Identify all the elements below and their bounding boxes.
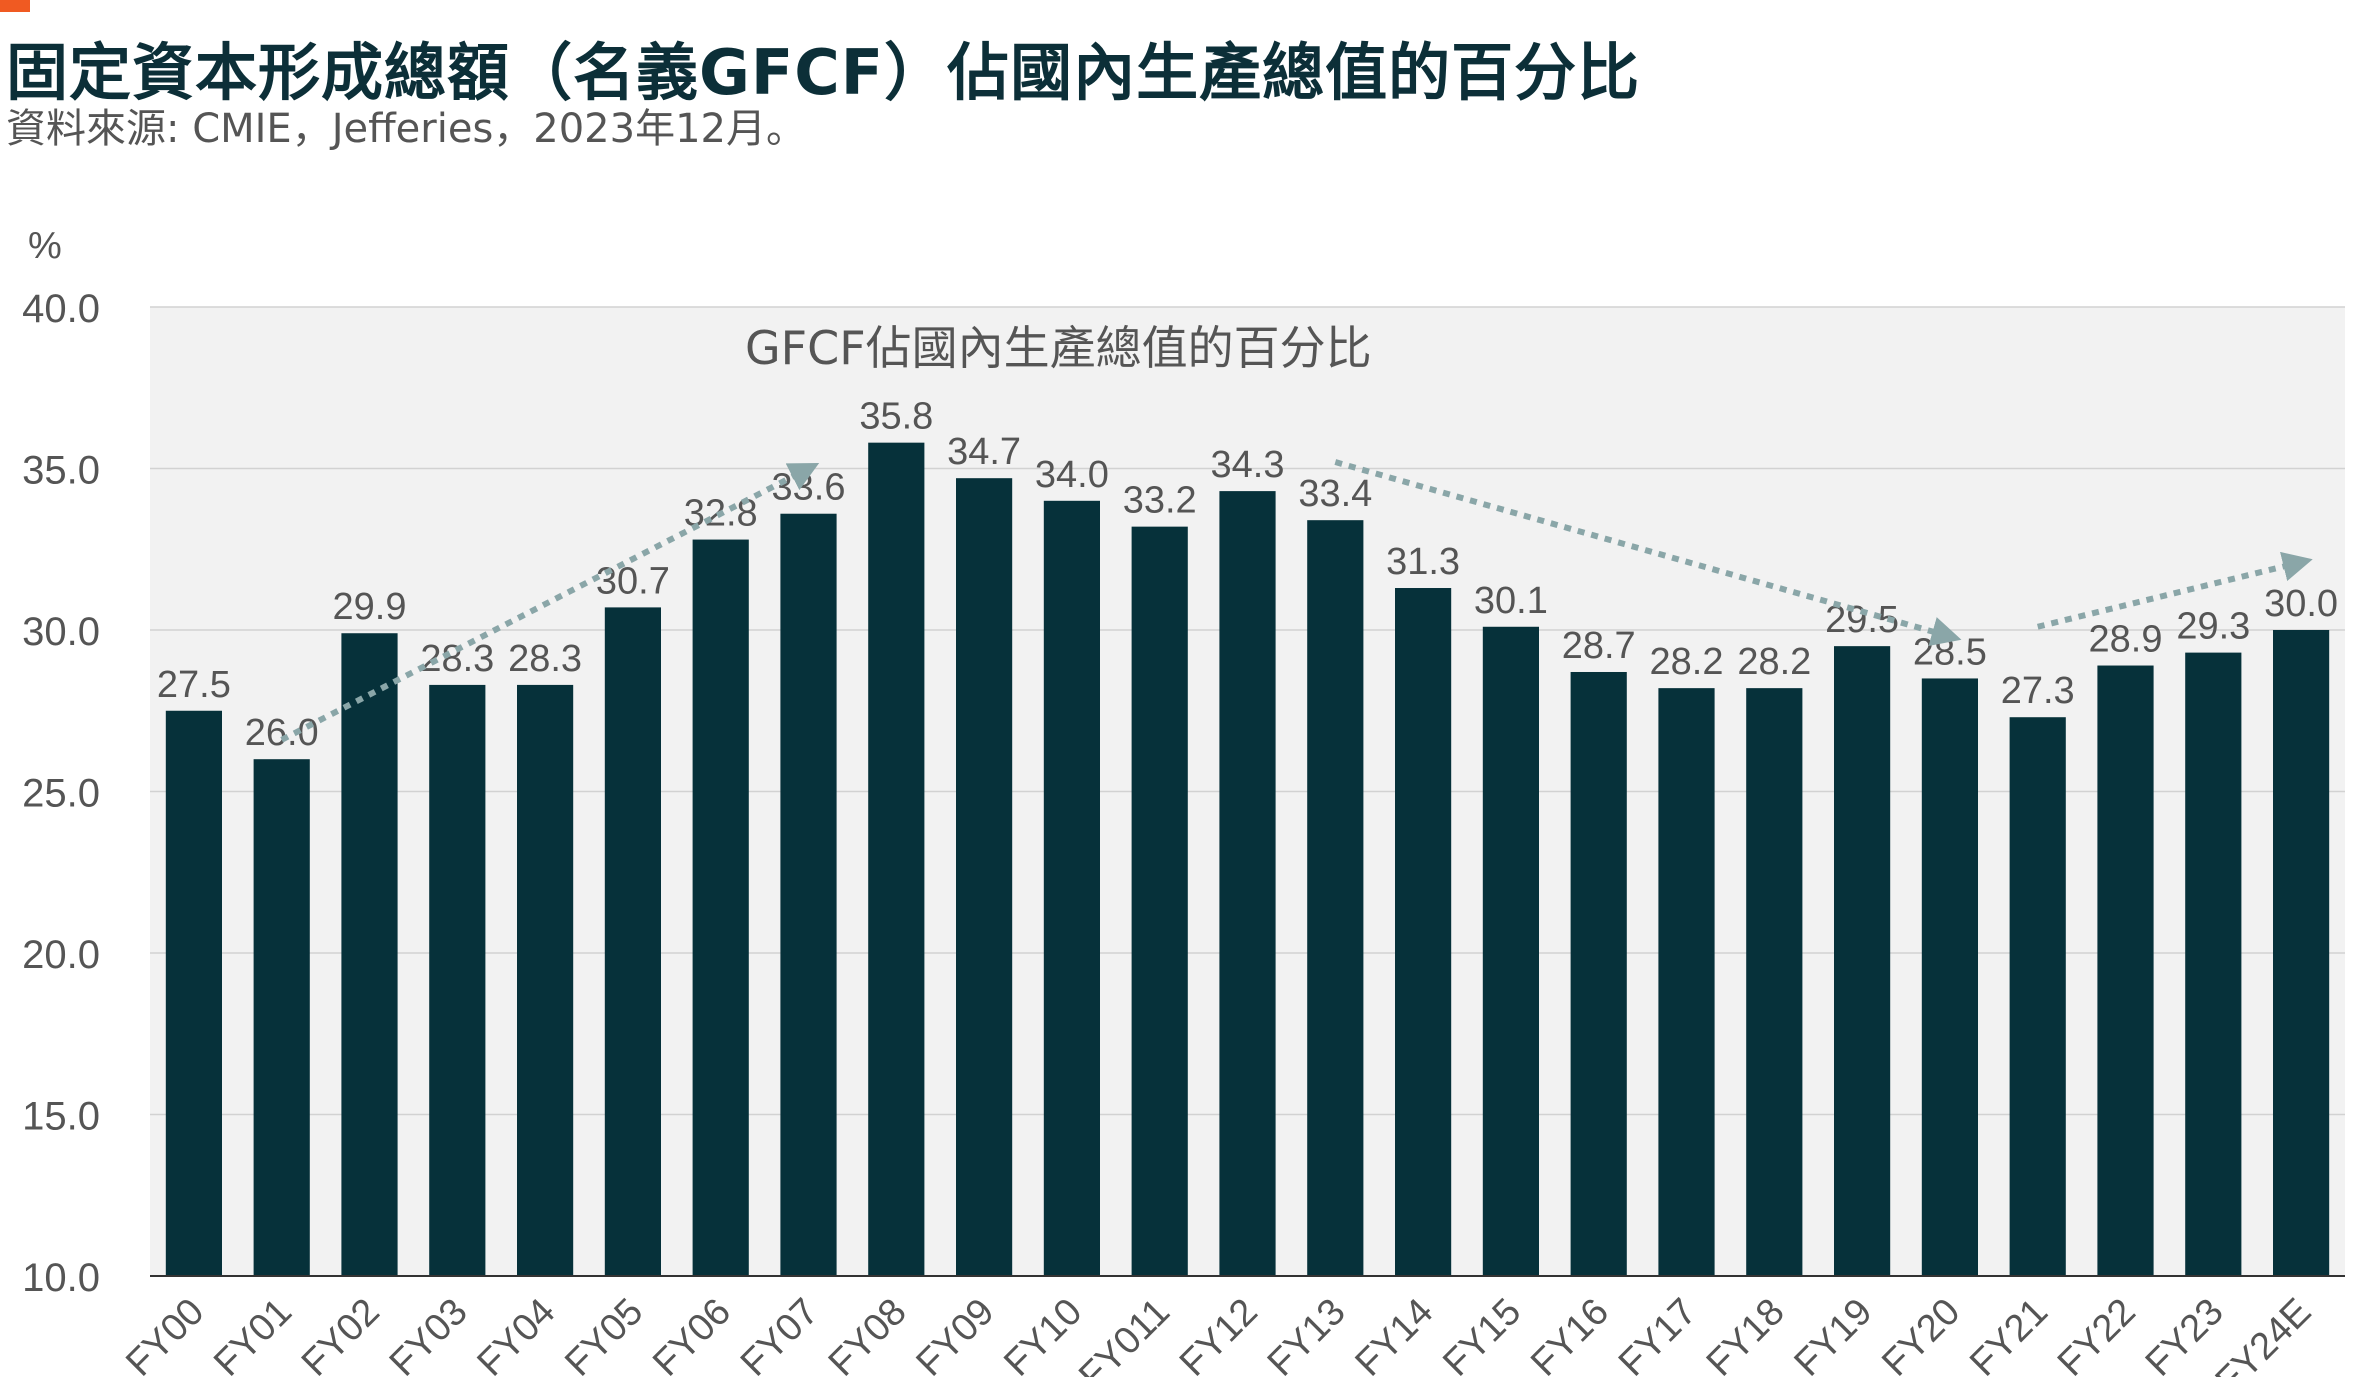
- y-tick-label: 30.0: [22, 610, 100, 654]
- y-axis-unit: %: [28, 225, 62, 267]
- chart-title: GFCF佔國內生產總值的百分比: [745, 321, 1372, 375]
- x-tick-label: FY08: [821, 1291, 915, 1377]
- data-label: 30.0: [2264, 583, 2338, 625]
- bar: [253, 759, 310, 1276]
- page-title: 固定資本形成總額（名義GFCF）佔國內生產總值的百分比: [6, 36, 1641, 109]
- y-tick-label: 35.0: [22, 449, 100, 493]
- x-tick-label: FY13: [1260, 1291, 1354, 1377]
- bar: [1921, 678, 1978, 1276]
- data-label: 35.8: [859, 396, 933, 438]
- data-label: 28.3: [508, 638, 582, 680]
- bar: [1043, 500, 1100, 1276]
- x-tick-label: FY21: [1962, 1291, 2056, 1377]
- data-label: 27.3: [2001, 670, 2075, 712]
- x-tick-label: FY011: [1071, 1291, 1178, 1377]
- bar: [2097, 665, 2154, 1276]
- x-tick-label: FY01: [206, 1291, 300, 1377]
- x-tick-label: FY14: [1348, 1291, 1442, 1377]
- accent-bar: [0, 0, 30, 12]
- y-tick-label: 40.0: [22, 287, 100, 331]
- bar: [956, 478, 1013, 1276]
- x-tick-label: FY18: [1699, 1291, 1793, 1377]
- trend-arrow: [2036, 551, 2313, 630]
- bar: [2185, 652, 2242, 1276]
- data-label: 28.2: [1650, 641, 1724, 683]
- bar: [429, 684, 486, 1276]
- bar: [1746, 688, 1803, 1276]
- data-label: 28.2: [1737, 641, 1811, 683]
- data-label: 27.5: [157, 664, 231, 706]
- source-note: 資料來源: CMIE，Jefferies，2023年12月。: [6, 106, 806, 152]
- x-tick-label: FY15: [1435, 1291, 1529, 1377]
- data-label: 28.3: [420, 638, 494, 680]
- x-tick-label: FY17: [1611, 1291, 1705, 1377]
- bar: [2009, 717, 2066, 1276]
- data-label: 28.5: [1913, 631, 1987, 673]
- x-tick-label: FY04: [470, 1291, 564, 1377]
- bar: [1482, 626, 1539, 1276]
- x-tick-label: FY19: [1787, 1291, 1881, 1377]
- bar: [1658, 688, 1715, 1276]
- bar: [341, 633, 398, 1276]
- data-label: 30.7: [596, 560, 670, 602]
- x-tick-label: FY03: [382, 1291, 476, 1377]
- data-label: 28.9: [2089, 619, 2163, 661]
- x-tick-label: FY20: [1874, 1291, 1968, 1377]
- bar: [692, 539, 749, 1276]
- x-tick-label: FY24E: [2208, 1291, 2320, 1377]
- x-tick-label: FY02: [294, 1291, 388, 1377]
- data-label: 34.0: [1035, 454, 1109, 496]
- data-label: 33.2: [1123, 480, 1197, 522]
- bars: [165, 442, 2330, 1276]
- x-tick-label: FY07: [733, 1291, 827, 1377]
- x-tick-label: FY09: [909, 1291, 1003, 1377]
- bar: [1395, 588, 1452, 1276]
- data-label: 30.1: [1474, 580, 1548, 622]
- bar: [165, 710, 222, 1276]
- bar: [780, 513, 837, 1276]
- data-label: 34.7: [947, 431, 1021, 473]
- bar: [868, 442, 925, 1276]
- data-label: 28.7: [1562, 625, 1636, 667]
- data-label: 33.4: [1298, 473, 1372, 515]
- bar: [1219, 491, 1276, 1276]
- x-tick-label: FY00: [118, 1291, 212, 1377]
- trend-arrow: [280, 463, 820, 743]
- data-label: 26.0: [245, 712, 319, 754]
- x-tick-label: FY12: [1172, 1291, 1266, 1377]
- x-tick-label: FY05: [557, 1291, 651, 1377]
- bar: [604, 607, 661, 1276]
- x-tick-label: FY16: [1523, 1291, 1617, 1377]
- data-label: 31.3: [1386, 541, 1460, 583]
- bar: [1131, 526, 1188, 1276]
- value-labels: 27.526.029.928.328.330.732.833.635.834.7…: [157, 396, 2338, 755]
- bar: [1834, 646, 1891, 1276]
- x-tick-label: FY22: [2050, 1291, 2144, 1377]
- bar: [1570, 671, 1627, 1276]
- y-tick-label: 10.0: [22, 1256, 100, 1300]
- trend-arrows: [280, 459, 2313, 743]
- bar: [517, 684, 574, 1276]
- data-label: 29.3: [2176, 606, 2250, 648]
- data-label: 29.9: [333, 586, 407, 628]
- data-label: 33.6: [772, 467, 846, 509]
- y-tick-label: 25.0: [22, 772, 100, 816]
- data-label: 34.3: [1211, 444, 1285, 486]
- bar: [1307, 520, 1364, 1276]
- trend-arrow: [1334, 459, 1962, 646]
- y-tick-label: 15.0: [22, 1095, 100, 1139]
- bar: [2273, 630, 2330, 1276]
- x-tick-label: FY06: [645, 1291, 739, 1377]
- y-tick-label: 20.0: [22, 933, 100, 977]
